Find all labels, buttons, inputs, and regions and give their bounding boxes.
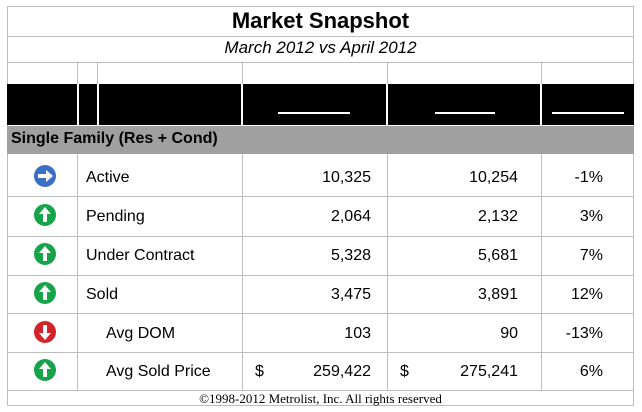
change-header-underline bbox=[552, 112, 624, 114]
up-arrow-icon bbox=[33, 242, 57, 266]
up-arrow-icon bbox=[33, 203, 57, 227]
divider bbox=[7, 36, 634, 37]
column-header-band bbox=[7, 84, 634, 125]
april-value: 90 bbox=[500, 325, 518, 342]
april-value: 275,241 bbox=[460, 363, 518, 380]
change-value: -1% bbox=[574, 169, 603, 186]
march-value: 259,422 bbox=[313, 363, 371, 380]
up-arrow-icon bbox=[33, 281, 57, 305]
march-currency-symbol: $ bbox=[255, 363, 264, 380]
march-value: 2,064 bbox=[330, 208, 371, 225]
row-label: Active bbox=[86, 169, 130, 186]
divider bbox=[7, 62, 634, 63]
row-label: Sold bbox=[86, 286, 119, 303]
march-value: 10,325 bbox=[322, 169, 371, 186]
down-arrow-icon bbox=[33, 320, 57, 344]
change-value: 6% bbox=[579, 363, 603, 380]
divider bbox=[242, 154, 243, 391]
march-value: 5,328 bbox=[330, 247, 371, 264]
divider bbox=[77, 154, 78, 391]
right-arrow-icon bbox=[33, 164, 57, 188]
report-title: Market Snapshot bbox=[231, 8, 410, 33]
divider bbox=[387, 62, 388, 84]
change-value: -13% bbox=[565, 325, 603, 342]
row-label: Under Contract bbox=[86, 247, 195, 264]
divider bbox=[77, 62, 78, 84]
change-value: 12% bbox=[570, 286, 603, 303]
report-subtitle: March 2012 vs April 2012 bbox=[224, 38, 417, 57]
divider bbox=[242, 62, 243, 84]
april-value: 5,681 bbox=[477, 247, 518, 264]
change-value: 7% bbox=[579, 247, 603, 264]
divider bbox=[7, 352, 634, 353]
table-row: Sold 3,475 3,891 12% bbox=[7, 275, 634, 314]
march-value: 103 bbox=[344, 325, 371, 342]
divider bbox=[7, 390, 634, 391]
divider bbox=[241, 84, 243, 125]
april-value: 2,132 bbox=[477, 208, 518, 225]
up-arrow-icon bbox=[33, 358, 57, 382]
table-row: Avg Sold Price $ 259,422 $ 275,241 6% bbox=[7, 352, 634, 391]
divider bbox=[386, 84, 388, 125]
april-value: 10,254 bbox=[469, 169, 518, 186]
row-label: Avg DOM bbox=[106, 325, 176, 342]
divider bbox=[77, 84, 79, 125]
section-label: Single Family (Res + Cond) bbox=[11, 130, 218, 147]
row-label: Pending bbox=[86, 208, 145, 225]
table-row: Pending 2,064 2,132 3% bbox=[7, 197, 634, 236]
row-label: Avg Sold Price bbox=[106, 363, 211, 380]
change-value: 3% bbox=[579, 208, 603, 225]
divider bbox=[7, 236, 634, 237]
april-header-underline bbox=[435, 112, 495, 114]
section-header: Single Family (Res + Cond) bbox=[7, 126, 634, 154]
march-header-underline bbox=[278, 112, 350, 114]
divider bbox=[7, 275, 634, 276]
divider bbox=[541, 62, 542, 84]
table-row: Avg DOM 103 90 -13% bbox=[7, 314, 634, 353]
april-currency-symbol: $ bbox=[400, 363, 409, 380]
divider bbox=[7, 313, 634, 314]
divider bbox=[97, 62, 98, 84]
copyright-footer: ©1998-2012 Metrolist, Inc. All rights re… bbox=[199, 391, 442, 406]
divider bbox=[540, 84, 542, 125]
table-row: Active 10,325 10,254 -1% bbox=[7, 158, 634, 197]
table-row: Under Contract 5,328 5,681 7% bbox=[7, 236, 634, 275]
divider bbox=[7, 196, 634, 197]
april-value: 3,891 bbox=[477, 286, 518, 303]
snapshot-frame bbox=[7, 6, 634, 406]
divider bbox=[541, 154, 542, 391]
march-value: 3,475 bbox=[330, 286, 371, 303]
divider bbox=[97, 84, 99, 125]
divider bbox=[387, 154, 388, 391]
